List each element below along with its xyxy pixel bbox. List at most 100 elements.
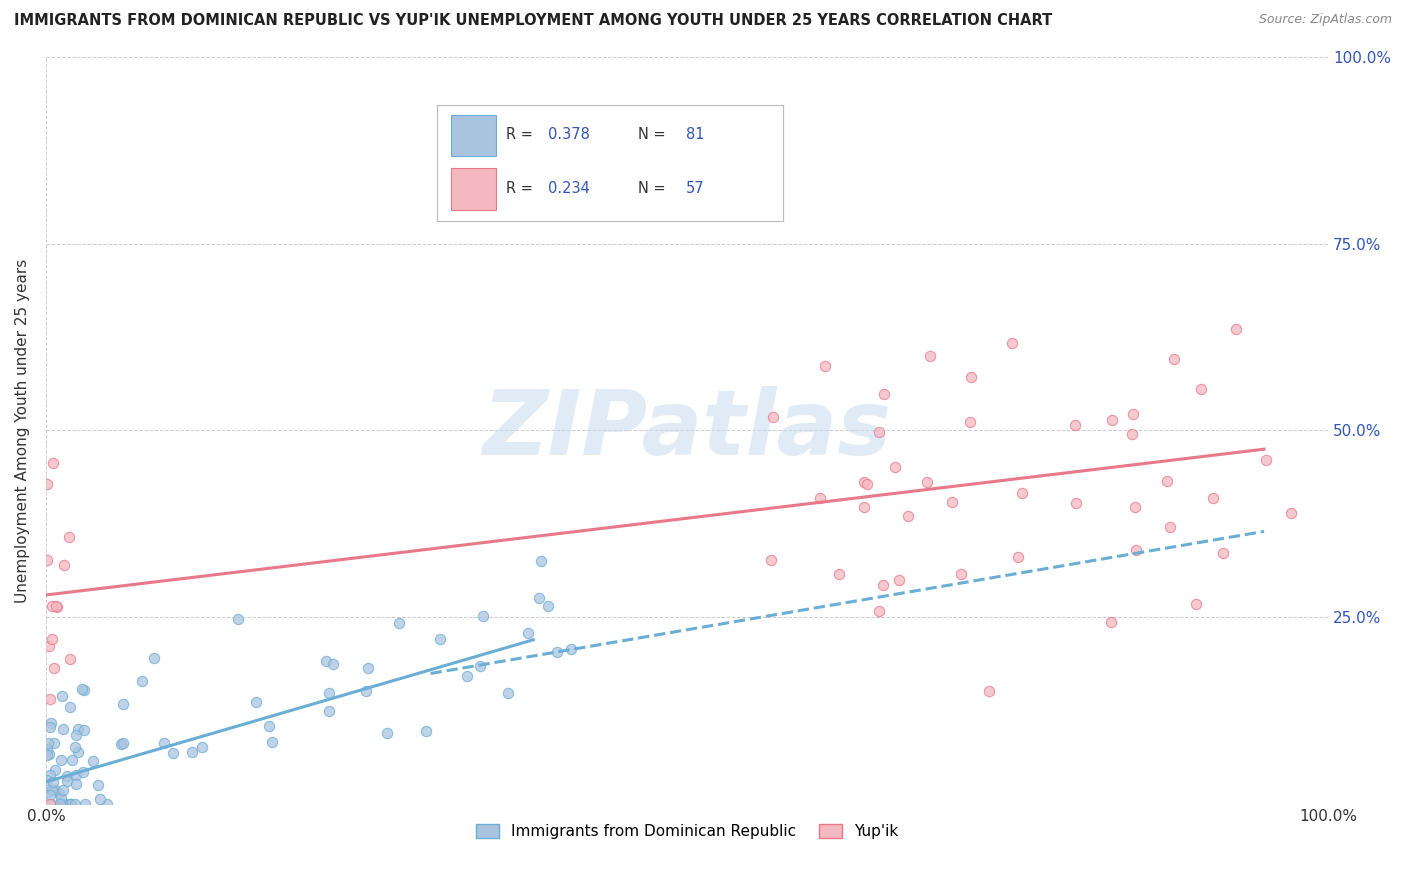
Point [41, 599, 63, 613]
Point [853, 500, 876, 515]
Point [65, 727, 87, 741]
Point [1156, 474, 1178, 488]
Point [60, 753, 83, 767]
Point [941, 495, 963, 509]
Point [1099, 615, 1122, 629]
Point [44, 783, 66, 797]
Point [53, 558, 76, 572]
Point [1123, 500, 1146, 514]
Point [979, 684, 1001, 698]
Point [472, 609, 495, 624]
Point [65, 768, 87, 782]
Text: IMMIGRANTS FROM DOMINICAN REPUBLIC VS YUP'IK UNEMPLOYMENT AMONG YOUTH UNDER 25 Y: IMMIGRANTS FROM DOMINICAN REPUBLIC VS YU… [14, 13, 1052, 29]
Point [856, 476, 879, 491]
Point [49, 753, 72, 767]
Point [37, 736, 59, 750]
Point [949, 567, 972, 582]
Point [872, 578, 894, 592]
Point [51, 797, 73, 811]
Point [48, 786, 70, 800]
Point [37, 773, 59, 788]
Point [44, 763, 66, 777]
Point [530, 554, 553, 568]
Point [42, 774, 65, 789]
Point [112, 736, 135, 750]
Point [1225, 322, 1247, 336]
Point [245, 695, 267, 709]
Point [546, 645, 568, 659]
Point [529, 591, 551, 606]
Point [53, 797, 76, 811]
Point [131, 674, 153, 689]
Point [143, 650, 166, 665]
Point [37, 785, 59, 799]
Point [960, 370, 983, 384]
Point [72, 764, 94, 779]
Point [959, 416, 981, 430]
Point [70, 682, 93, 697]
Point [38, 747, 60, 762]
Point [39, 797, 62, 811]
Point [887, 573, 910, 587]
Point [375, 725, 398, 739]
Point [873, 387, 896, 401]
Point [38, 640, 60, 654]
Point [761, 410, 783, 425]
Point [39, 767, 62, 781]
Point [1101, 413, 1123, 427]
Text: Source: ZipAtlas.com: Source: ZipAtlas.com [1258, 13, 1392, 27]
Point [75, 797, 97, 811]
Point [49, 791, 72, 805]
Point [560, 641, 582, 656]
Point [496, 685, 519, 699]
Point [41, 783, 63, 797]
Point [39, 720, 62, 734]
Point [38, 797, 60, 811]
Point [45, 599, 67, 613]
Point [897, 508, 920, 523]
Point [315, 654, 337, 668]
Point [162, 746, 184, 760]
Point [39, 715, 62, 730]
Point [1064, 496, 1087, 510]
Point [517, 625, 540, 640]
Point [808, 491, 831, 506]
Point [1279, 507, 1302, 521]
Point [1007, 549, 1029, 564]
Point [318, 686, 340, 700]
Point [868, 425, 890, 439]
Point [82, 754, 104, 768]
Point [1122, 407, 1144, 421]
Point [41, 632, 63, 646]
Point [868, 604, 890, 618]
Point [1011, 485, 1033, 500]
Point [59, 797, 82, 811]
Point [852, 475, 875, 489]
Legend: Immigrants from Dominican Republic, Yup'ik: Immigrants from Dominican Republic, Yup'… [470, 818, 904, 846]
Point [87, 779, 110, 793]
Point [65, 777, 87, 791]
Point [537, 599, 560, 614]
Point [388, 615, 411, 630]
Point [73, 683, 96, 698]
Point [1189, 382, 1212, 396]
Point [357, 661, 380, 675]
Point [111, 698, 134, 712]
Point [415, 724, 437, 739]
Point [181, 745, 204, 759]
Point [920, 350, 942, 364]
Point [59, 797, 82, 811]
Point [1000, 335, 1022, 350]
Point [56, 773, 79, 788]
Point [1125, 543, 1147, 558]
Point [262, 735, 284, 749]
Point [1159, 520, 1181, 534]
Point [56, 769, 79, 783]
Point [1212, 546, 1234, 560]
Point [1256, 452, 1278, 467]
Point [63, 739, 86, 754]
Point [52, 722, 75, 736]
Point [51, 689, 73, 703]
Point [49, 797, 72, 811]
Point [73, 723, 96, 738]
